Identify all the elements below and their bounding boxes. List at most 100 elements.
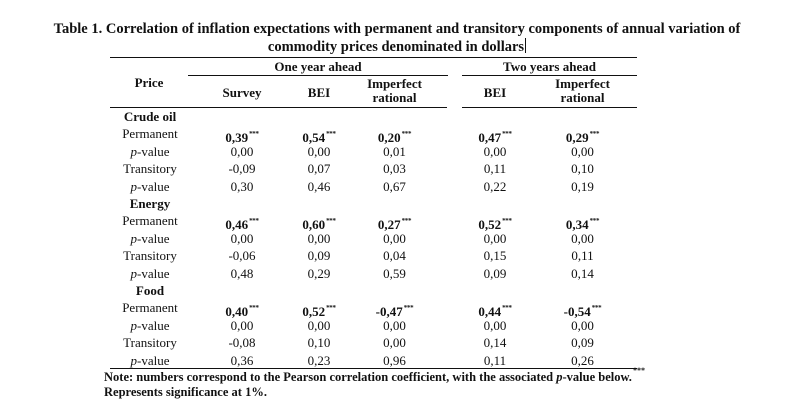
cell-value: 0,52 — [478, 217, 502, 233]
cell-value: 0,20 — [377, 130, 401, 146]
table-cell: 0,03 — [342, 161, 447, 177]
table-cell: 0,29 — [296, 266, 342, 282]
table-cell: 0,10 — [296, 335, 342, 351]
row-label-italic: p — [130, 317, 138, 333]
header-imperfect-rational-one-year: Imperfect rational — [342, 77, 447, 105]
table-cell: 0,27*** — [342, 213, 447, 233]
significance-marker: *** — [403, 304, 414, 313]
table-note-line1: Note: numbers correspond to the Pearson … — [104, 370, 632, 385]
table-cell: 0,00 — [528, 144, 637, 160]
table-cell: 0,09 — [296, 248, 342, 264]
row-label: p-value — [105, 353, 195, 369]
note-marker-text: *** — [633, 366, 645, 375]
cell-value: 0,11 — [483, 161, 507, 177]
cell-value: 0,15 — [483, 248, 507, 264]
table-cell: 0,59 — [342, 266, 447, 282]
table-cell: 0,40*** — [188, 300, 296, 320]
table-cell: 0,96 — [342, 353, 447, 369]
significance-marker: *** — [249, 304, 259, 313]
cell-value: 0,26 — [571, 352, 594, 368]
table-cell: 0,00 — [296, 231, 342, 247]
header-bei-two-years: BEI — [483, 85, 507, 100]
cell-value: 0,00 — [483, 230, 507, 246]
table-cell: 0,07 — [296, 161, 342, 177]
table-cell: 0,46*** — [188, 213, 296, 233]
table-cell: 0,20*** — [342, 126, 447, 146]
table-cell: 0,00 — [342, 318, 447, 334]
cell-value: 0,96 — [383, 352, 406, 368]
table-cell: 0,01 — [342, 144, 447, 160]
row-label-text: -value — [137, 230, 170, 246]
significance-marker: *** — [502, 130, 512, 139]
cell-value: 0,29 — [307, 265, 331, 281]
significance-marker: *** — [502, 304, 512, 313]
row-label: p-value — [105, 179, 195, 195]
cell-value: 0,00 — [483, 317, 507, 333]
table-cell: 0,46 — [296, 179, 342, 195]
cell-value: 0,09 — [571, 335, 594, 351]
cell-value: 0,14 — [483, 335, 507, 351]
cell-value: 0,07 — [307, 161, 331, 177]
cell-value: 0,36 — [230, 352, 254, 368]
text-cursor — [525, 38, 527, 53]
row-label: Permanent — [105, 213, 195, 229]
cell-value: 0,00 — [230, 230, 254, 246]
cell-value: 0,00 — [571, 317, 594, 333]
table-cell: -0,09 — [188, 161, 296, 177]
table-cell: 0,22 — [462, 179, 528, 195]
group-label: Crude oil — [123, 109, 177, 124]
cell-value: 0,04 — [383, 248, 406, 264]
table-cell: 0,47*** — [462, 126, 528, 146]
one-year-group-rule — [188, 75, 448, 76]
table-title-line2: commodity prices denominated in dollars — [0, 38, 794, 56]
row-label: Permanent — [105, 126, 195, 142]
note-text-post: -value below. — [562, 370, 632, 384]
cell-value: 0,48 — [230, 265, 254, 281]
group-label: Energy — [129, 196, 171, 211]
cell-value: 0,29 — [565, 130, 589, 146]
header-imperfect-2-line1: Imperfect — [555, 76, 610, 91]
header-imperfect-2-line2: rational — [560, 90, 605, 105]
header-imperfect-1-line1: Imperfect — [367, 76, 422, 91]
cell-value: 0,00 — [230, 317, 254, 333]
cell-value: 0,59 — [383, 265, 406, 281]
table-note-line2: Represents significance at 1%. — [104, 385, 267, 399]
header-bottom-rule-right — [462, 107, 637, 108]
table-cell: 0,00 — [528, 231, 637, 247]
row-label-text: -value — [137, 143, 170, 159]
table-cell: 0,48 — [188, 266, 296, 282]
significance-marker: *** — [249, 217, 259, 226]
row-label-italic: p — [130, 265, 138, 281]
significance-marker: *** — [326, 304, 336, 313]
cell-value: 0,23 — [307, 352, 331, 368]
row-label-text: -value — [137, 317, 170, 333]
table-cell: 0,00 — [188, 231, 296, 247]
significance-marker: *** — [401, 217, 412, 226]
cell-value: 0,11 — [571, 248, 594, 264]
table-cell: -0,08 — [188, 335, 296, 351]
table-cell: -0,47*** — [342, 300, 447, 320]
significance-marker: *** — [591, 304, 602, 313]
table-cell: 0,11 — [462, 353, 528, 369]
cell-value: 0,10 — [307, 335, 331, 351]
table-cell: 0,52*** — [462, 213, 528, 233]
table-cell: 0,14 — [528, 266, 637, 282]
row-label-text: Permanent — [122, 126, 178, 142]
row-label-italic: p — [130, 230, 138, 246]
bottom-rule — [110, 368, 637, 369]
table-cell: 0,60*** — [296, 213, 342, 233]
row-label: p-value — [105, 231, 195, 247]
cell-value: 0,46 — [225, 217, 249, 233]
row-label-text: Permanent — [122, 213, 178, 229]
cell-value: 0,30 — [230, 178, 254, 194]
cell-value: 0,09 — [307, 248, 331, 264]
table-cell: 0,23 — [296, 353, 342, 369]
header-group-two-years: Two years ahead — [503, 59, 596, 74]
header-imperfect-1-line2: rational — [372, 90, 417, 105]
cell-value: -0,08 — [228, 335, 256, 351]
table-cell: 0,04 — [342, 248, 447, 264]
table-cell: 0,00 — [528, 318, 637, 334]
row-label-text: Transitory — [123, 161, 177, 177]
table-cell: -0,54*** — [528, 300, 637, 320]
cell-value: 0,00 — [230, 143, 254, 159]
